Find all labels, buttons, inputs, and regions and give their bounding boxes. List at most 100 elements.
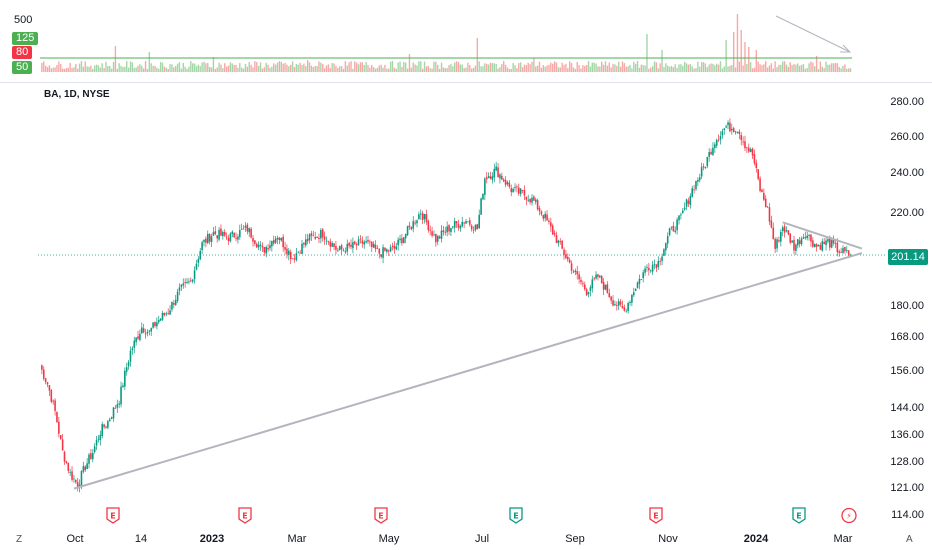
candle-body bbox=[576, 271, 579, 275]
candle-body bbox=[453, 220, 456, 228]
volume-bar bbox=[555, 62, 558, 72]
volume-bar bbox=[633, 61, 635, 72]
candle-body bbox=[480, 198, 482, 215]
y-tick-label: 220.00 bbox=[890, 207, 924, 219]
volume-bar bbox=[559, 67, 561, 72]
volume-bar bbox=[542, 65, 544, 72]
candle-body bbox=[491, 176, 494, 180]
volume-bar bbox=[827, 64, 829, 72]
zoom-button[interactable]: Z bbox=[16, 534, 23, 545]
earnings-icon[interactable]: E bbox=[508, 507, 524, 524]
volume-bar bbox=[342, 68, 345, 72]
candle-body bbox=[105, 426, 107, 428]
volume-bar bbox=[572, 67, 575, 72]
candle-body bbox=[689, 196, 692, 205]
volume-bar bbox=[176, 63, 179, 72]
candle-body bbox=[746, 147, 748, 149]
volume-bar bbox=[276, 62, 279, 72]
candle-body bbox=[457, 223, 460, 228]
volume-bar bbox=[110, 68, 113, 72]
volume-bar bbox=[363, 65, 365, 72]
volume-bar bbox=[114, 46, 117, 72]
candle-body bbox=[548, 220, 550, 223]
y-tick-label: 240.00 bbox=[890, 167, 924, 179]
candle-body bbox=[331, 243, 333, 247]
volume-bar bbox=[92, 68, 94, 72]
candle-body bbox=[233, 232, 235, 238]
volume-bar bbox=[797, 63, 799, 72]
volume-bar bbox=[355, 62, 358, 72]
volume-bar bbox=[214, 68, 217, 72]
volume-bar bbox=[286, 64, 288, 72]
price-chart[interactable] bbox=[0, 83, 932, 550]
volume-bar bbox=[178, 62, 181, 72]
volume-bar bbox=[305, 66, 307, 72]
candle-body bbox=[82, 466, 85, 472]
candle-body bbox=[235, 237, 237, 239]
candle-body bbox=[425, 214, 428, 222]
candle-body bbox=[531, 197, 533, 203]
candle-body bbox=[772, 227, 775, 240]
earnings-icon[interactable]: E bbox=[105, 507, 121, 524]
candle-body bbox=[504, 180, 507, 185]
volume-bar bbox=[263, 67, 266, 72]
event-flash-icon[interactable]: ⚡ bbox=[841, 507, 857, 524]
candle-body bbox=[774, 238, 776, 249]
candle-body bbox=[184, 282, 186, 283]
earnings-icon[interactable]: E bbox=[237, 507, 253, 524]
volume-bar bbox=[574, 68, 577, 72]
volume-bar bbox=[354, 61, 356, 72]
candle-body bbox=[75, 479, 77, 483]
earnings-icon[interactable]: E bbox=[373, 507, 389, 524]
volume-bar bbox=[802, 63, 805, 72]
volume-bar bbox=[107, 66, 109, 72]
candle-body bbox=[604, 284, 607, 290]
candle-body bbox=[827, 239, 829, 242]
volume-bar bbox=[584, 65, 586, 72]
candle-body bbox=[389, 247, 392, 252]
volume-bar bbox=[135, 67, 137, 72]
candle-body bbox=[719, 136, 722, 140]
candle-body bbox=[278, 237, 281, 241]
volume-bar bbox=[593, 62, 595, 72]
volume-bar bbox=[604, 61, 607, 72]
earnings-icon[interactable]: E bbox=[791, 507, 807, 524]
volume-bar bbox=[781, 61, 784, 72]
candle-body bbox=[550, 222, 552, 227]
auto-scale-button[interactable]: A bbox=[906, 534, 913, 545]
volume-bar bbox=[814, 66, 816, 72]
candle-body bbox=[523, 190, 526, 196]
volume-bar bbox=[327, 64, 330, 72]
volume-bar bbox=[435, 61, 437, 72]
volume-bar bbox=[220, 64, 222, 72]
volume-bar bbox=[734, 67, 737, 72]
panel-divider[interactable] bbox=[0, 82, 932, 83]
volume-bar bbox=[109, 65, 111, 72]
volume-bar bbox=[538, 61, 541, 72]
candle-body bbox=[687, 200, 690, 204]
volume-bar bbox=[619, 66, 622, 72]
volume-bar bbox=[840, 68, 842, 72]
volume-bar bbox=[761, 65, 763, 72]
candle-body bbox=[583, 284, 586, 290]
candle-body bbox=[674, 230, 677, 232]
volume-bar bbox=[438, 68, 441, 72]
volume-bar bbox=[148, 52, 151, 72]
earnings-icon[interactable]: E bbox=[648, 507, 664, 524]
volume-bar bbox=[589, 66, 592, 72]
candle-body bbox=[813, 244, 816, 248]
volume-bar bbox=[335, 65, 337, 72]
volume-bar bbox=[288, 66, 290, 72]
volume-bar bbox=[708, 64, 710, 72]
volume-bar bbox=[512, 63, 514, 72]
candle-body bbox=[634, 288, 637, 291]
volume-bar bbox=[535, 66, 537, 72]
volume-bar bbox=[325, 65, 328, 72]
candle-body bbox=[61, 439, 64, 451]
volume-bar bbox=[233, 65, 235, 72]
volume-bar bbox=[770, 63, 773, 72]
volume-bar bbox=[423, 61, 426, 72]
candle-body bbox=[274, 238, 277, 243]
volume-bar bbox=[533, 58, 535, 72]
volume-bar bbox=[523, 64, 526, 72]
